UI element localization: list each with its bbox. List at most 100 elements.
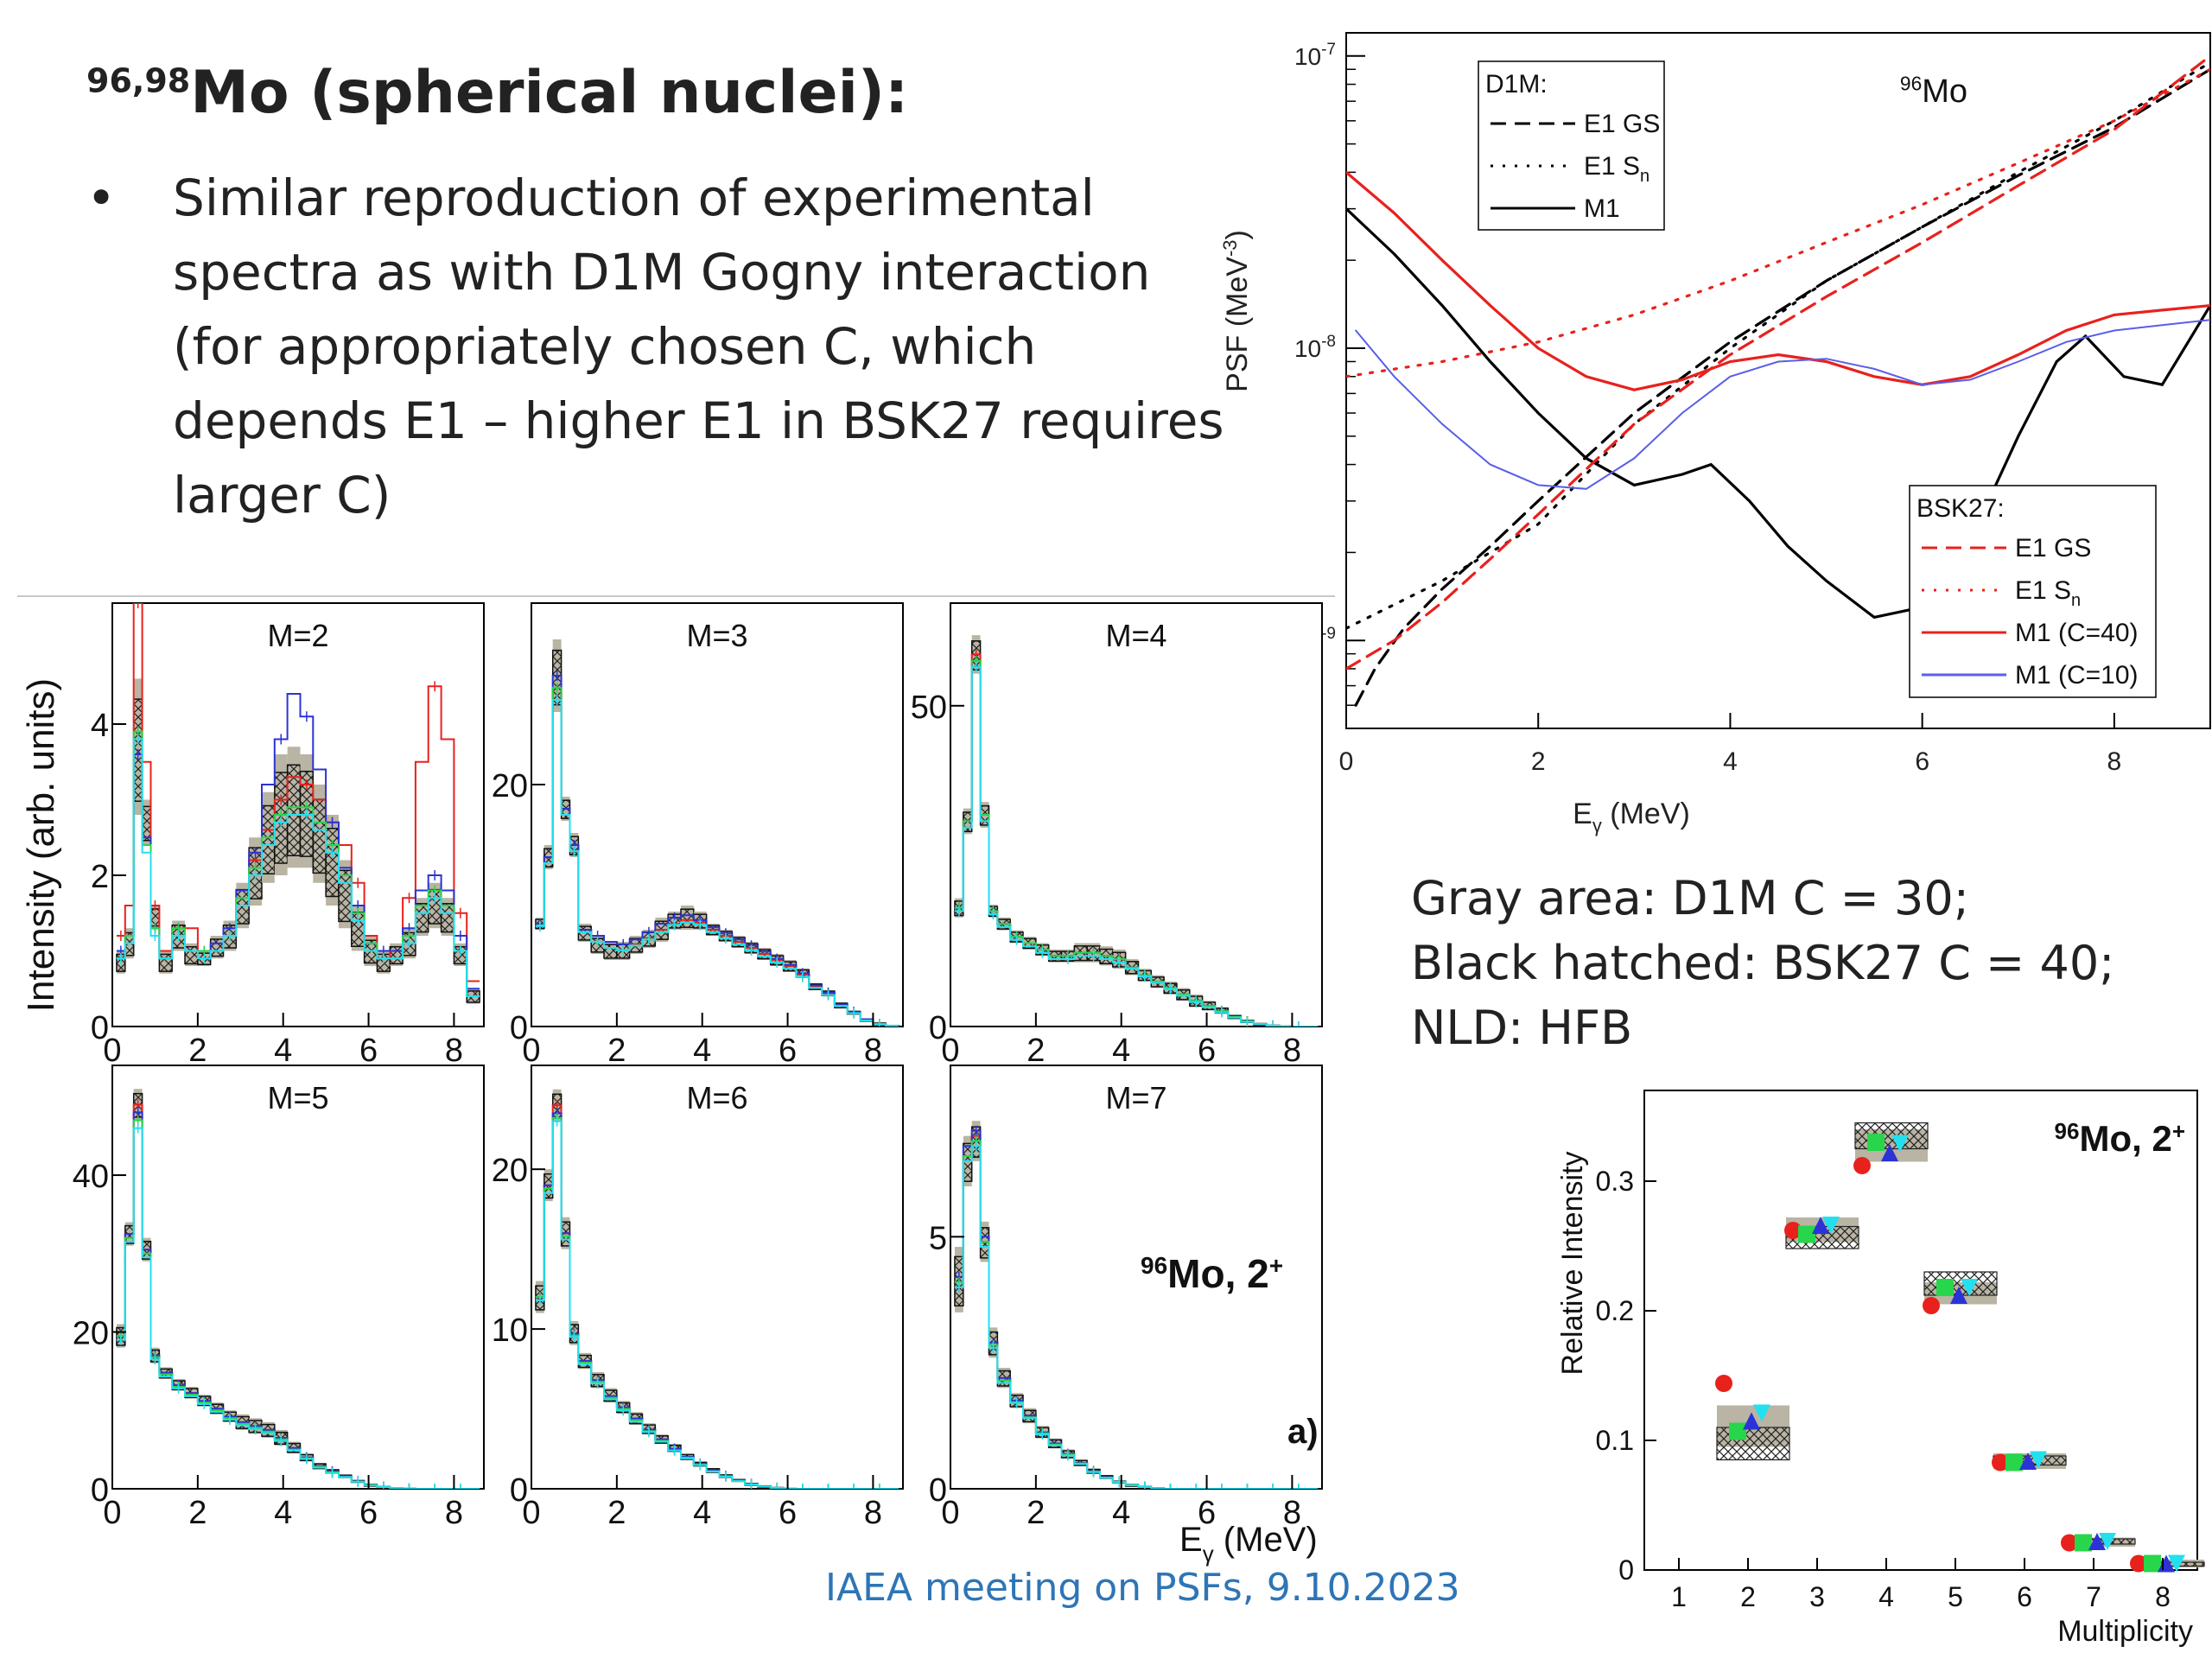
mult-point-square [2005,1453,2023,1471]
spectra-xlabel: Eγ (MeV) [1179,1521,1318,1567]
hatched-band-bin [312,798,327,874]
mult-point-triangle-up [1950,1287,1967,1304]
mult-xtick-label: 1 [1671,1581,1687,1612]
spectrum-line-cyan [535,1120,899,1489]
psf-series-d1m-1 [1346,60,2210,630]
spectra-ylabel: Intensity (arb. units) [20,678,62,1012]
spectrum-plot-area [116,1089,480,1489]
psf-xtick-label: 6 [1915,747,1929,776]
psf-ylabel: PSF (MeV-3) [1219,230,1254,392]
spectrum-ytick-label: 0 [929,1472,947,1509]
spectrum-xtick-label: 4 [1112,1033,1130,1069]
mult-point-triangle-down [2168,1554,2185,1573]
spectrum-frame [111,1065,485,1490]
mult-annotation: 96Mo, 2+ [2055,1118,2185,1159]
spectrum-line-cyan [954,1145,1319,1489]
spectrum-xtick-label: 4 [693,1033,711,1069]
multiplicity-chart: 1 2 3 4 5 6 7 8 0 0.1 0.2 0.3 Multiplicity Relative I… [1556,1090,2205,1648]
hatched-band-bin [261,804,276,874]
mult-point-circle [1853,1157,1871,1174]
spectrum-panel: 0 2 4 6 8 0 10 20 M=6 [492,1065,904,1531]
mult-xtick-label: 3 [1809,1581,1825,1612]
spectrum-line-cyan [116,1127,480,1489]
hatched-band-bin [184,945,199,965]
bullet-marker: • [86,168,117,227]
hatched-band-bin [440,903,455,933]
spectrum-line-cyan [954,666,1319,1027]
spectrum-xtick-label: 0 [522,1033,540,1069]
slide-title: 96,98Mo (spherical nuclei): [86,59,908,127]
spectrum-xtick-label: 4 [274,1033,292,1069]
psf-legend-d1m-box [1478,60,1665,231]
psf-series-bsk27-4 [1346,67,2210,378]
spectrum-ytick-label: 0 [91,1010,109,1046]
mult-point-triangle-down [1961,1279,1978,1296]
spectrum-ytick-label: 4 [91,708,109,744]
mult-point-triangle-down [1891,1135,1909,1153]
spectrum-line-green [116,730,480,997]
spectrum-panel-label: M=5 [267,1080,328,1116]
spectrum-ytick-label: 20 [492,768,528,804]
spectrum-panel-label: M=6 [686,1080,747,1116]
psf-legend-bsk27-title: BSK27: [1916,494,2005,523]
psf-legend-d1m-label: E1 GS [1584,110,1660,138]
hatched-band-bin [209,938,225,957]
psf-xtick-label: 4 [1723,747,1738,776]
mult-point-circle [1784,1222,1802,1239]
psf-ytick-label: 10-8 [1294,333,1336,362]
spectrum-ytick-label: 0 [510,1472,528,1509]
spectrum-xtick-label: 8 [445,1033,463,1069]
psf-legend-bsk27-label: E1 GS [2015,534,2091,563]
spectrum-frame [950,602,1323,1027]
psf-legend-bsk27-label: M1 (C=40) [2015,619,2139,647]
mult-ytick-label: 0.2 [1596,1295,1634,1326]
psf-series-bsk27-3 [1346,54,2210,671]
spectrum-xtick-label: 8 [864,1033,882,1069]
mult-point-triangle-up [1743,1412,1760,1430]
mult-hatched-band [1716,1427,1790,1461]
psf-curves [1346,54,2210,707]
bullet-text: Similar reproduction of experimental spe… [173,168,1224,524]
psf-series-bsk27-6 [1355,319,2210,490]
spectrum-line-cyan [535,699,899,1027]
spectrum-xtick-label: 8 [1283,1033,1301,1069]
mult-point-square [1867,1134,1885,1151]
mult-point-triangle-up [2088,1533,2106,1550]
spectrum-xtick-label: 2 [607,1495,626,1531]
hatched-band-bin [389,945,404,965]
spectra-corner-label: a) [1287,1413,1319,1451]
mult-point-circle [1715,1375,1732,1392]
hatched-band-bin [415,903,429,933]
mult-frame [1643,1090,2198,1571]
spectrum-xtick-label: 2 [1027,1495,1045,1531]
spectrum-panel-label: M=3 [686,618,747,653]
mult-point-square [2075,1534,2092,1552]
spectrum-xtick-label: 2 [188,1495,207,1531]
note-black-hatched: Black hatched: BSK27 C = 40; [1411,936,2115,990]
footer-text: IAEA meeting on PSFs, 9.10.2023 [825,1566,1460,1610]
spectrum-panel-label: M=4 [1105,618,1166,653]
spectrum-panel: 0 2 4 6 8 0 20 M=3 [492,602,904,1069]
hatched-band-bin [680,908,695,928]
psf-legend-bsk27-label: M1 (C=10) [2015,661,2139,690]
title-superscript: 96,98 [86,61,191,100]
mult-xtick-label: 4 [1878,1581,1894,1612]
hatched-band-bin [235,888,250,925]
mult-xtick-label: 8 [2155,1581,2171,1612]
mult-xtick-label: 2 [1740,1581,1756,1612]
spectrum-frame [531,602,904,1027]
psf-series-bsk27-5 [1346,170,2210,391]
mult-point-triangle-down [2030,1451,2047,1469]
spectrum-xtick-label: 4 [274,1495,292,1531]
hatched-band-bin [141,805,152,842]
psf-xlabel: Eγ (MeV) [1573,798,1690,836]
psf-ytick-label: 10-7 [1294,41,1336,70]
spectrum-ytick-label: 50 [911,690,947,726]
mult-xtick-label: 7 [2086,1581,2101,1612]
spectrum-panel-label: M=2 [267,618,328,653]
psf-legend-d1m: D1M: E1 GS E1 Sn M1 [1478,60,1665,231]
psf-legend-d1m-title: D1M: [1485,70,1548,99]
spectrum-xtick-label: 0 [103,1033,121,1069]
spectrum-panel-label: M=7 [1105,1080,1166,1116]
